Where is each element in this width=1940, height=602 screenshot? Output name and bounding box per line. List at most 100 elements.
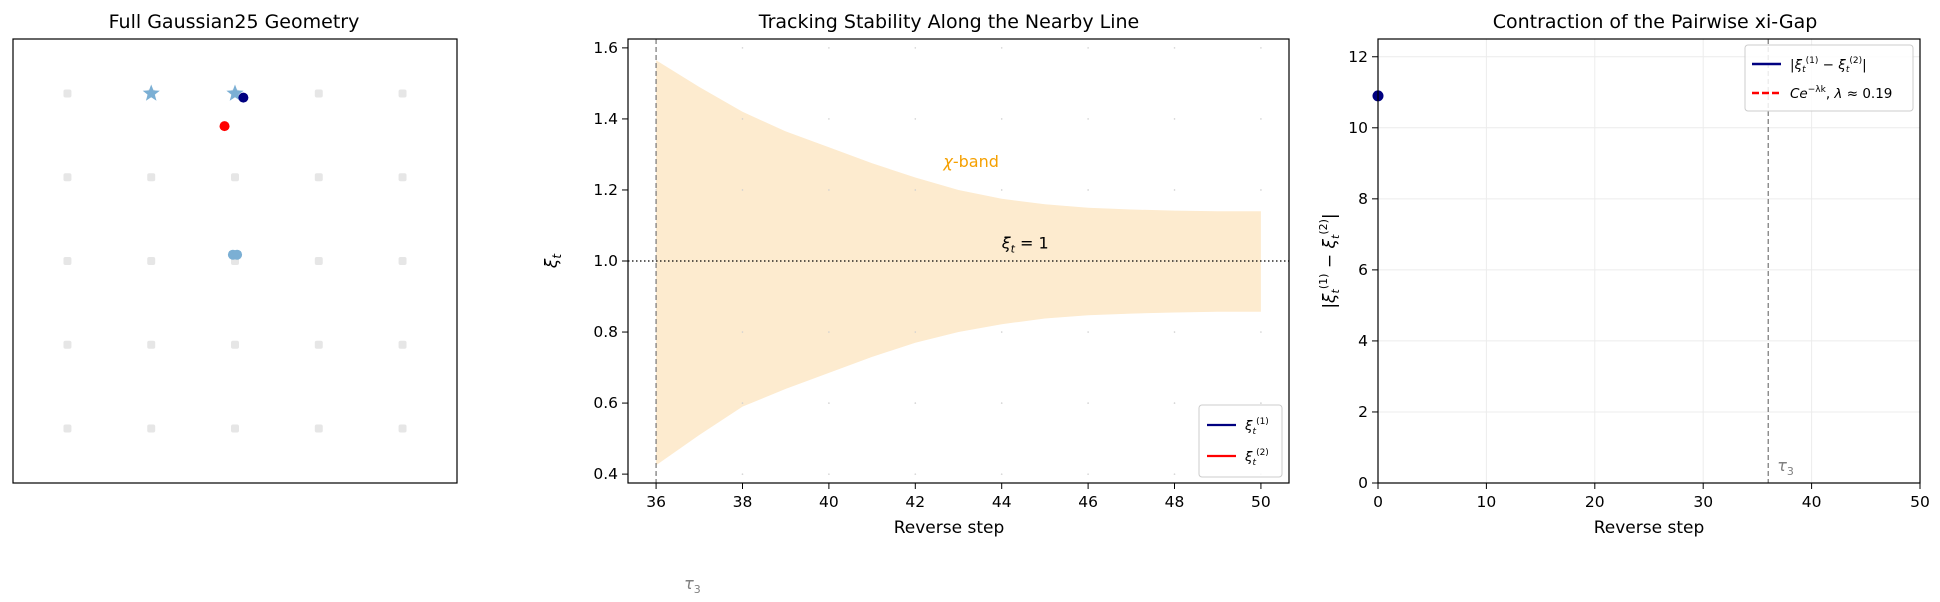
background-dot [1000, 331, 1003, 333]
background-dot [1260, 331, 1262, 333]
target-star-marker [226, 84, 244, 101]
panel1-frame [12, 38, 458, 484]
gaussian-mode-marker [231, 340, 239, 349]
y-tick-label: 0.4 [593, 465, 618, 483]
gaussian-mode-marker [398, 424, 407, 433]
x-tick-label: 50 [1910, 493, 1930, 511]
background-dot [914, 331, 917, 333]
panel3-ticks: 0 10 20 30 40 50 0 2 4 6 8 10 12 [1348, 48, 1930, 511]
gaussian-mode-marker [63, 424, 72, 433]
gaussian-mode-marker [231, 424, 239, 433]
gaussian-mode-marker [314, 340, 323, 349]
gaussian-mode-marker [231, 173, 239, 182]
background-dot [914, 189, 917, 191]
x-tick-label: 46 [1078, 493, 1098, 511]
gaussian-mode-marker [63, 89, 72, 98]
background-dot [1173, 260, 1176, 262]
background-dot [1000, 47, 1003, 49]
y-tick-label: 10 [1348, 119, 1368, 137]
background-dot [1260, 47, 1262, 49]
panel3-legend-frame [1744, 44, 1914, 112]
x-tick-label: 50 [1251, 493, 1271, 511]
x-tick-label: 40 [819, 493, 839, 511]
background-dot [1260, 118, 1262, 120]
tau3-label: τ3 [684, 574, 701, 596]
background-dot [828, 189, 830, 191]
background-dot [1000, 118, 1003, 120]
background-dot [1000, 402, 1003, 404]
gaussian-mode-marker [63, 173, 72, 182]
background-dot [828, 47, 830, 49]
gaussian-mode-marker [398, 340, 407, 349]
target-star-marker [142, 84, 160, 101]
background-dot [1173, 189, 1176, 191]
x-tick-label: 48 [1165, 493, 1185, 511]
background-dot [1087, 473, 1089, 475]
panel2-title: Tracking Stability Along the Nearby Line [758, 11, 1139, 33]
background-dot [741, 189, 744, 191]
x-tick-label: 38 [733, 493, 753, 511]
panel1-title: Full Gaussian25 Geometry [109, 11, 360, 33]
background-dot [914, 260, 917, 262]
background-dot [828, 402, 830, 404]
legend-label-xi2: ξt(2) [1244, 448, 1269, 468]
y-tick-label: 1.0 [593, 252, 618, 270]
gaussian-mode-marker [398, 89, 407, 98]
y-tick-label: 0 [1358, 474, 1368, 492]
x-band-label: χ-band [942, 152, 999, 171]
background-dot [741, 402, 744, 404]
gaussian-mode-marker [63, 340, 72, 349]
background-dot [1173, 118, 1176, 120]
background-dot [1087, 118, 1089, 120]
background-dot [828, 473, 830, 475]
trajectory-point [238, 92, 249, 103]
background-dot [1087, 189, 1089, 191]
gaussian-mode-marker [314, 257, 323, 265]
y-tick-label: 4 [1358, 332, 1368, 350]
background-dot [741, 473, 744, 475]
y-tick-label: 6 [1358, 261, 1368, 279]
gaussian-mode-marker [314, 424, 323, 433]
x-tick-label: 30 [1693, 493, 1713, 511]
legend-label-xi1: ξt(1) [1244, 417, 1269, 437]
gaussian-mode-marker [147, 173, 156, 182]
gaussian-mode-marker [147, 424, 156, 433]
panel2-legend: ξt(1) ξt(2) [1198, 404, 1283, 478]
y-tick-label: 12 [1348, 48, 1368, 66]
legend-label-gap: |ξt(1) − ξt(2)| [1790, 56, 1867, 75]
x-tick-label: 10 [1477, 493, 1497, 511]
background-dot [655, 189, 657, 191]
x-tick-label: 40 [1802, 493, 1822, 511]
xi-equals-one-label: ξt = 1 [1001, 234, 1049, 256]
background-dot [1087, 47, 1089, 49]
background-dot [1000, 189, 1003, 191]
background-dot [1260, 189, 1262, 191]
y-tick-label: 8 [1358, 190, 1368, 208]
background-dot [741, 118, 744, 120]
background-dot [914, 47, 917, 49]
panel-contraction: Contraction of the Pairwise xi-Gap τ3 0 1… [1317, 11, 1930, 538]
background-dot [914, 118, 917, 120]
background-dot [1173, 331, 1176, 333]
gaussian-mode-marker [314, 89, 323, 98]
panel2-ylabel: ξt [542, 253, 564, 269]
background-dot [914, 402, 917, 404]
panel3-ylabel: |ξt(1) − ξt(2)| [1317, 213, 1342, 308]
background-dot [741, 331, 744, 333]
background-dot [1260, 402, 1262, 404]
background-dot [914, 473, 917, 475]
tau3-label-panel3: τ3 [1777, 456, 1794, 478]
gaussian-mode-marker [147, 257, 156, 265]
panel1-marks [63, 84, 407, 433]
background-dot [1000, 473, 1003, 475]
panel2-legend-frame [1198, 404, 1283, 478]
gaussian-mode-marker [398, 257, 407, 265]
y-tick-label: 1.6 [593, 39, 618, 57]
background-dot [1173, 473, 1176, 475]
background-dot [1087, 331, 1089, 333]
x-tick-label: 36 [646, 493, 666, 511]
gaussian-mode-marker [314, 173, 323, 182]
panel3-title: Contraction of the Pairwise xi-Gap [1493, 11, 1818, 33]
panel-tracking: Tracking Stability Along the Nearby Line… [542, 11, 1290, 596]
